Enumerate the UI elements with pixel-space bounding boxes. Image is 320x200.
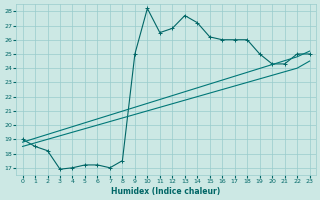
X-axis label: Humidex (Indice chaleur): Humidex (Indice chaleur) [111,187,221,196]
